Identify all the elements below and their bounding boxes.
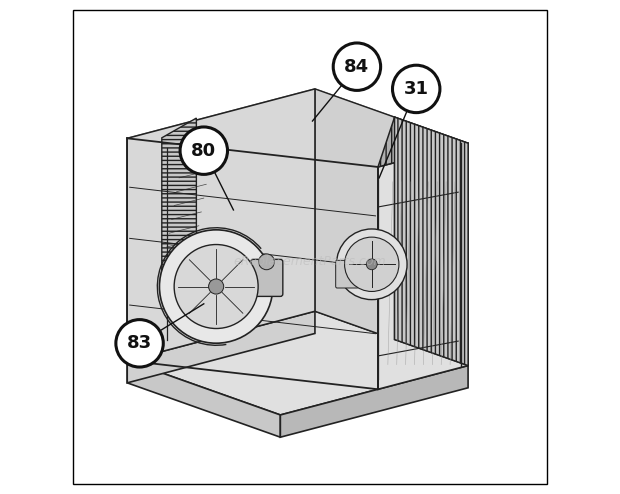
Circle shape bbox=[337, 229, 407, 299]
Text: 80: 80 bbox=[191, 142, 216, 160]
Polygon shape bbox=[378, 117, 468, 167]
Polygon shape bbox=[378, 143, 468, 389]
Polygon shape bbox=[394, 117, 468, 366]
Circle shape bbox=[174, 245, 258, 329]
FancyBboxPatch shape bbox=[250, 259, 283, 296]
Circle shape bbox=[208, 279, 224, 294]
Circle shape bbox=[366, 259, 377, 270]
Polygon shape bbox=[162, 118, 197, 285]
Polygon shape bbox=[127, 311, 468, 415]
Text: 83: 83 bbox=[127, 334, 152, 352]
Circle shape bbox=[259, 254, 275, 270]
Polygon shape bbox=[394, 117, 468, 366]
FancyBboxPatch shape bbox=[335, 260, 358, 288]
Circle shape bbox=[345, 237, 399, 291]
Circle shape bbox=[333, 43, 381, 90]
Circle shape bbox=[392, 65, 440, 113]
Polygon shape bbox=[127, 89, 315, 361]
Circle shape bbox=[159, 230, 273, 343]
Text: 84: 84 bbox=[344, 58, 370, 76]
Text: eReplacementParts.com: eReplacementParts.com bbox=[234, 255, 386, 268]
Text: 31: 31 bbox=[404, 80, 428, 98]
Polygon shape bbox=[280, 366, 468, 437]
Polygon shape bbox=[127, 311, 315, 383]
Polygon shape bbox=[315, 89, 394, 339]
Circle shape bbox=[180, 127, 228, 174]
Circle shape bbox=[116, 320, 163, 367]
Polygon shape bbox=[127, 89, 394, 167]
Polygon shape bbox=[127, 361, 280, 437]
